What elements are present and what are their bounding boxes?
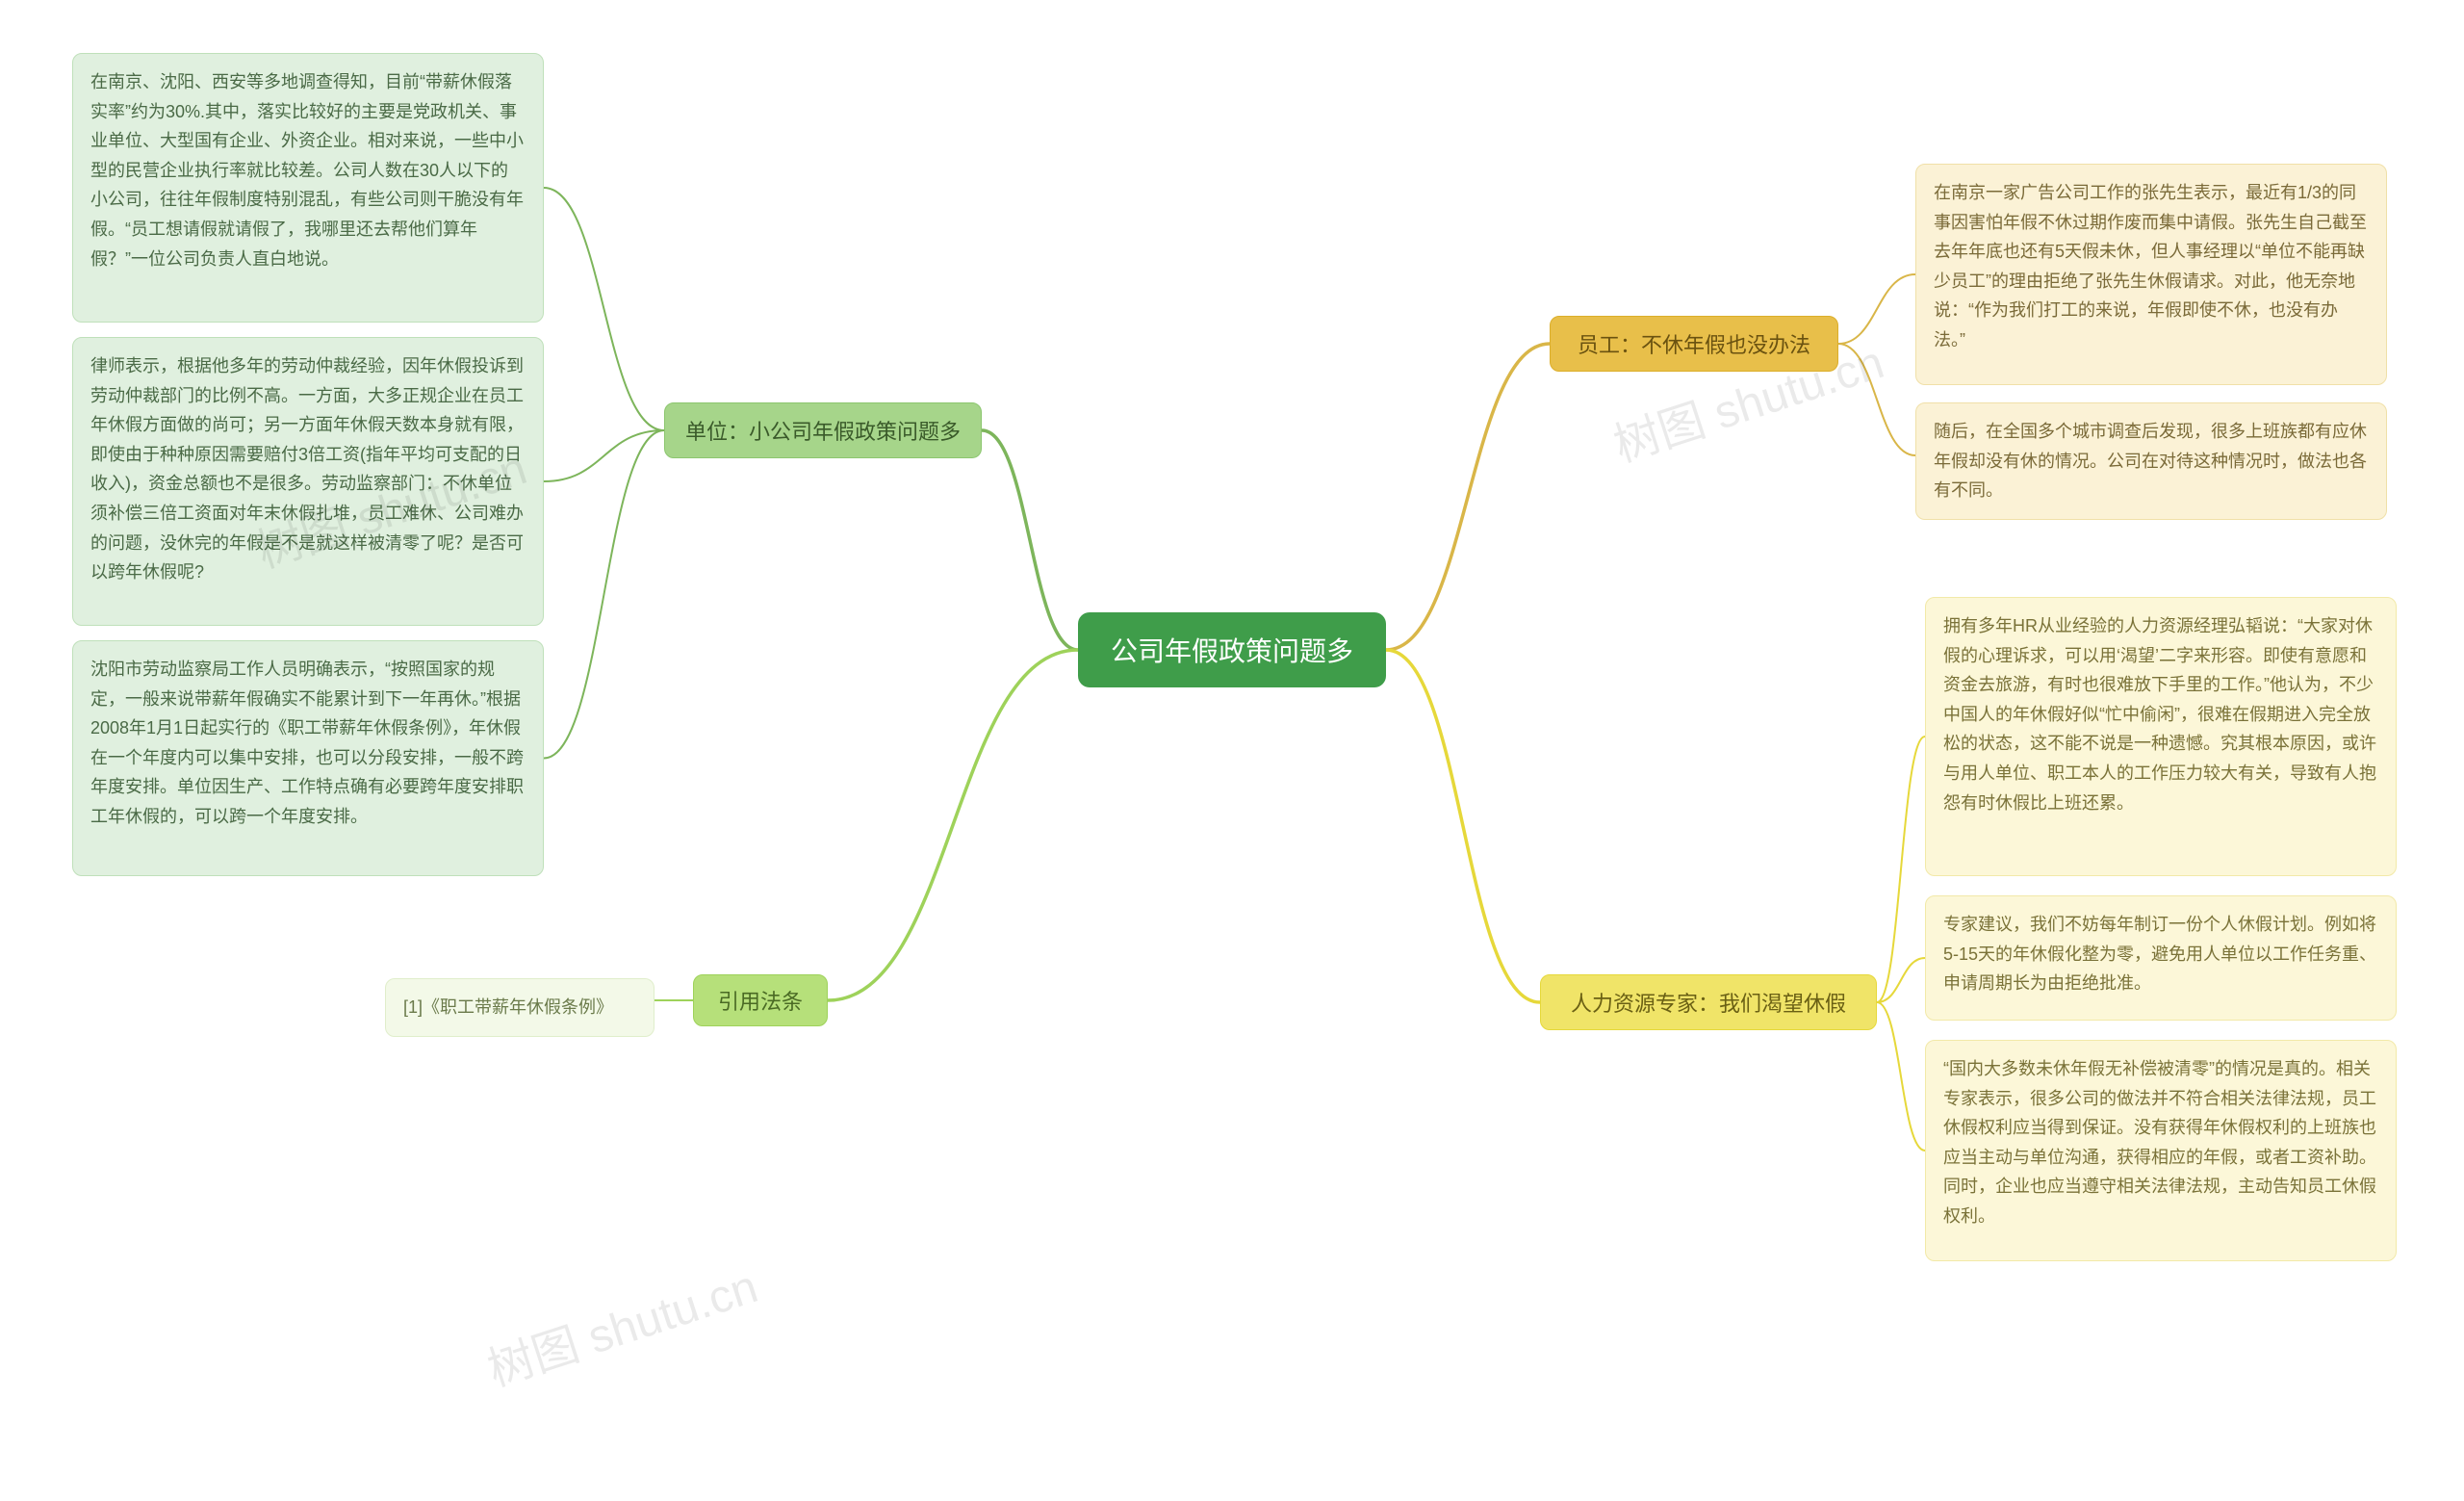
branch-citation[interactable]: 引用法条 — [693, 974, 828, 1026]
leaf-unit-1[interactable]: 律师表示，根据他多年的劳动仲裁经验，因年休假投诉到劳动仲裁部门的比例不高。一方面… — [72, 337, 544, 626]
leaf-unit-2[interactable]: 沈阳市劳动监察局工作人员明确表示，“按照国家的规定，一般来说带薪年假确实不能累计… — [72, 640, 544, 876]
leaf-employee-1[interactable]: 随后，在全国多个城市调查后发现，很多上班族都有应休年假却没有休的情况。公司在对待… — [1915, 402, 2387, 520]
leaf-employee-0[interactable]: 在南京一家广告公司工作的张先生表示，最近有1/3的同事因害怕年假不休过期作废而集… — [1915, 164, 2387, 385]
leaf-citation-0[interactable]: [1]《职工带薪年休假条例》 — [385, 978, 654, 1037]
watermark-1: 树图 shutu.cn — [477, 1249, 764, 1399]
branch-unit[interactable]: 单位：小公司年假政策问题多 — [664, 402, 982, 458]
branch-employee[interactable]: 员工：不休年假也没办法 — [1550, 316, 1838, 372]
leaf-hr-1[interactable]: 专家建议，我们不妨每年制订一份个人休假计划。例如将5-15天的年休假化整为零，避… — [1925, 895, 2397, 1021]
branch-hr[interactable]: 人力资源专家：我们渴望休假 — [1540, 974, 1877, 1030]
leaf-hr-2[interactable]: “国内大多数未休年假无补偿被清零”的情况是真的。相关专家表示，很多公司的做法并不… — [1925, 1040, 2397, 1261]
root-node[interactable]: 公司年假政策问题多 — [1078, 612, 1386, 687]
leaf-hr-0[interactable]: 拥有多年HR从业经验的人力资源经理弘韬说：“大家对休假的心理诉求，可以用‘渴望’… — [1925, 597, 2397, 876]
leaf-unit-0[interactable]: 在南京、沈阳、西安等多地调查得知，目前“带薪休假落实率”约为30%.其中，落实比… — [72, 53, 544, 323]
